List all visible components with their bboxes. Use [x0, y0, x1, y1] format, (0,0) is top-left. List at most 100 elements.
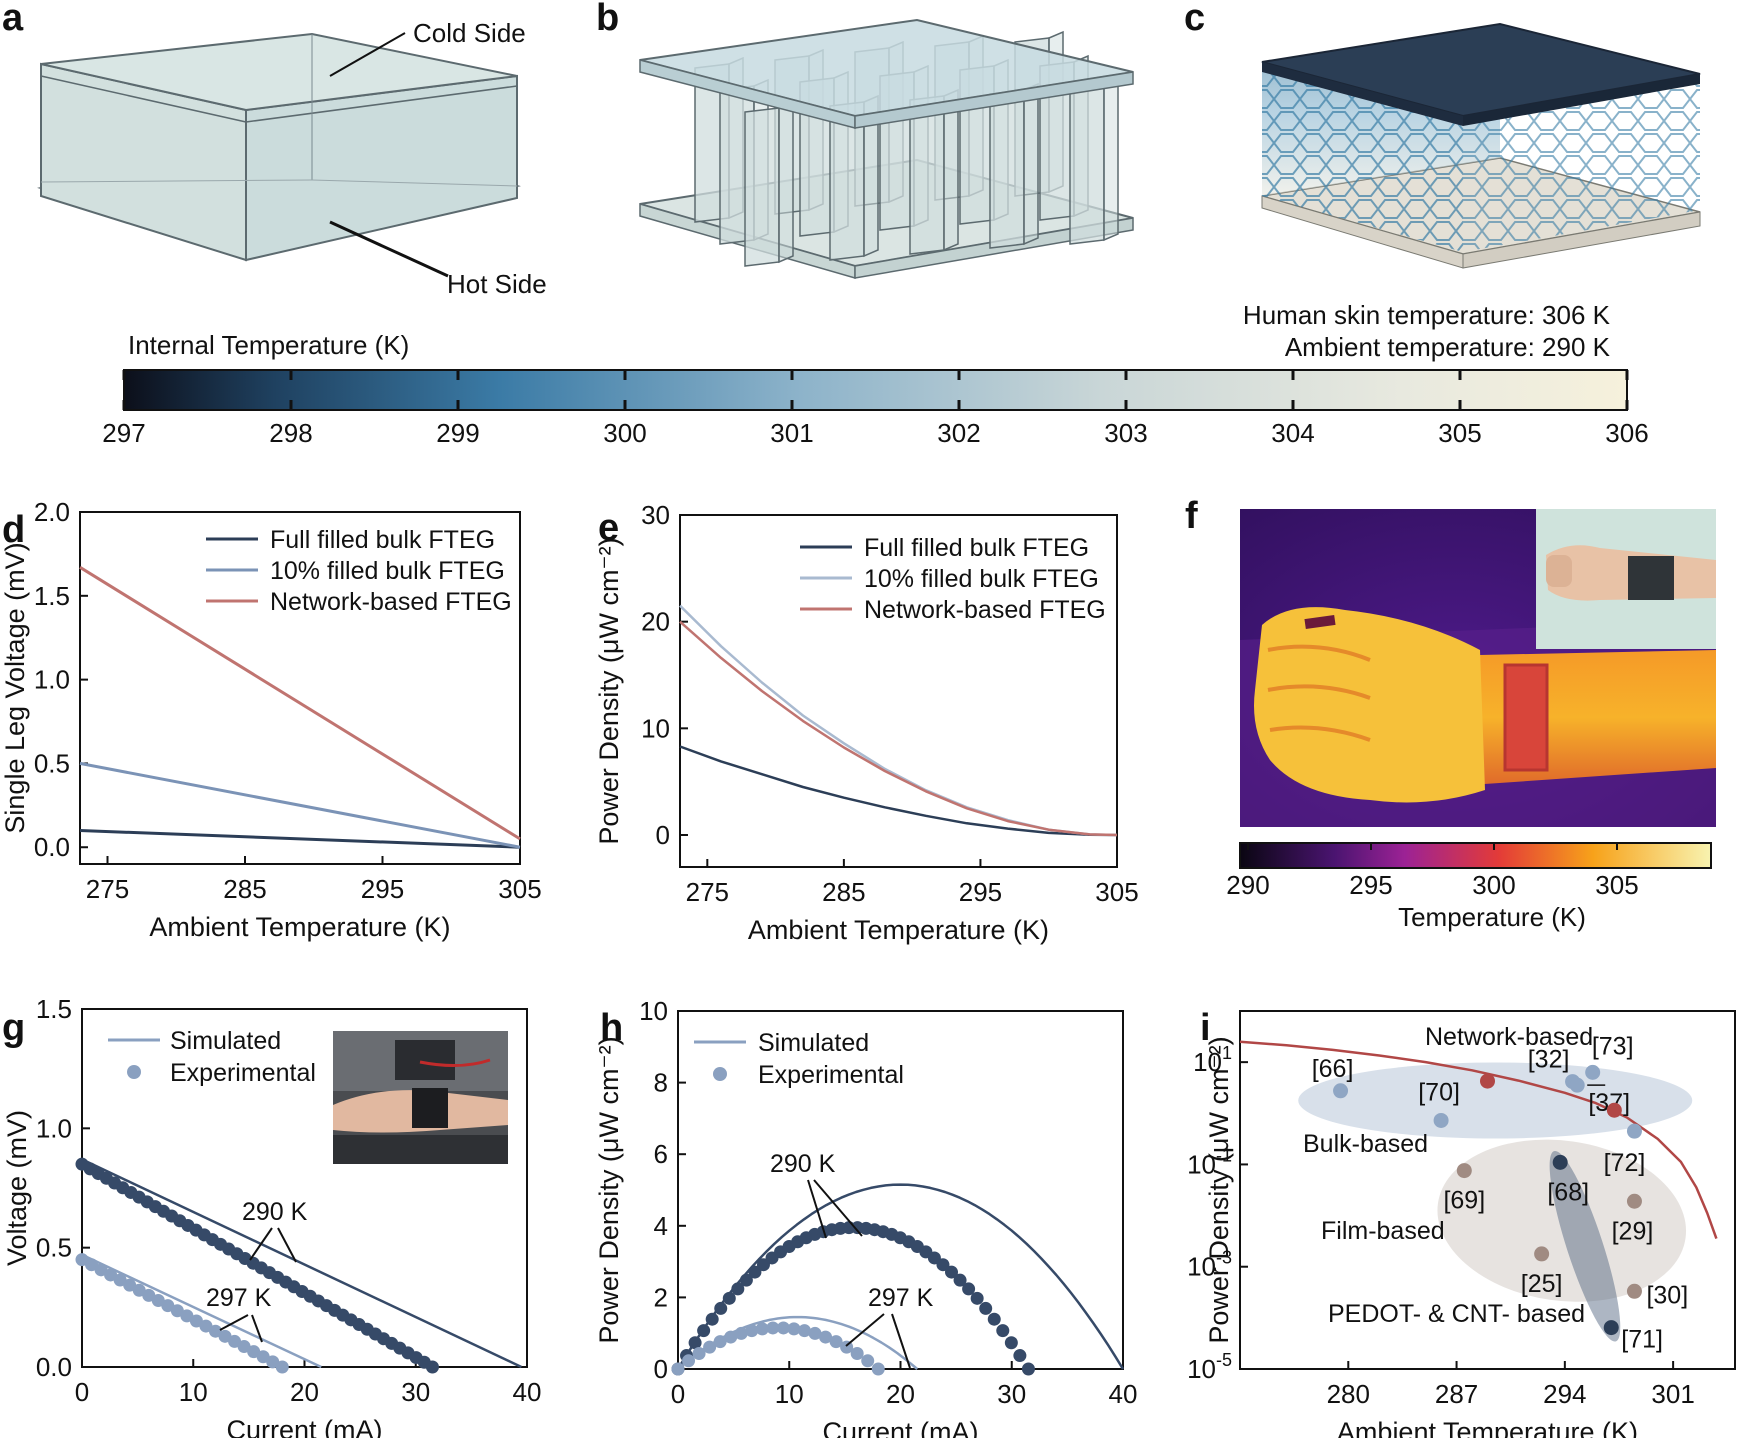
data-point	[1534, 1246, 1550, 1262]
legend-marker	[713, 1067, 727, 1081]
region-label-pedot: PEDOT- & CNT- based	[1328, 1300, 1585, 1328]
data-point	[748, 1265, 762, 1279]
x-tick-label: 275	[86, 874, 129, 904]
hot-side-pointer	[329, 220, 449, 278]
y-tick-label: 30	[641, 500, 670, 530]
data-point	[218, 1329, 232, 1343]
y-axis-label: Power Density (μW cm⁻²)	[594, 537, 624, 844]
x-tick-label: 285	[822, 877, 865, 907]
data-point	[703, 1340, 717, 1354]
series-line	[79, 761, 521, 849]
data-point	[199, 1319, 213, 1333]
annotation-pointer	[219, 1314, 249, 1331]
data-point	[161, 1299, 175, 1313]
y-tick-label: 0	[656, 820, 670, 850]
data-point	[85, 1258, 99, 1272]
data-point	[256, 1350, 270, 1364]
x-axis-label: Current (mA)	[226, 1415, 382, 1438]
region-bulk	[1298, 1062, 1693, 1139]
y-axis-label: Power Density (μW cm⁻²)	[1204, 1036, 1234, 1343]
x-tick-label: 294	[1543, 1379, 1586, 1409]
data-point	[1626, 1283, 1642, 1299]
y-axis-label: Voltage (mV)	[2, 1110, 32, 1266]
data-point	[170, 1304, 184, 1318]
data-point	[237, 1340, 251, 1354]
colorbar-tick-label: 304	[1271, 418, 1314, 448]
data-point	[1626, 1193, 1642, 1209]
panel-c: c	[1184, 0, 1701, 269]
point-ref-label: [73]	[1592, 1032, 1634, 1060]
data-point	[1626, 1123, 1642, 1139]
data-point	[936, 1258, 950, 1272]
data-point	[104, 1268, 118, 1282]
point-ref-label: [66]	[1312, 1055, 1354, 1083]
series-line	[679, 604, 1118, 837]
thermal-tick-label: 290	[1226, 870, 1269, 900]
legend-label: Network-based FTEG	[270, 588, 512, 616]
x-tick-label: 305	[1095, 877, 1138, 907]
data-point	[829, 1335, 843, 1349]
panel-label: e	[598, 507, 619, 549]
thermal-tick-label: 300	[1472, 870, 1515, 900]
legend-label: 10% filled bulk FTEG	[864, 565, 1099, 593]
x-tick-label: 287	[1435, 1379, 1478, 1409]
data-point	[962, 1282, 976, 1296]
data-point	[1333, 1083, 1349, 1099]
x-tick-label: 10	[179, 1377, 208, 1407]
data-point	[808, 1326, 822, 1340]
data-point	[850, 1346, 864, 1360]
x-tick-label: 280	[1327, 1379, 1370, 1409]
pillar-side	[1023, 82, 1039, 246]
y-tick-label: 8	[654, 1068, 668, 1098]
data-point	[1480, 1073, 1495, 1089]
region-label-network: Network-based	[1425, 1023, 1593, 1051]
pillar	[1069, 85, 1105, 245]
data-point	[714, 1301, 728, 1315]
data-point	[180, 1309, 194, 1323]
legend-label: Network-based FTEG	[864, 596, 1106, 624]
point-ref-label: [69]	[1443, 1187, 1485, 1215]
colorbar-tick-label: 305	[1438, 418, 1481, 448]
data-point	[776, 1321, 790, 1335]
region-pedot-cnt	[1549, 1150, 1621, 1342]
panel-b: b	[596, 0, 1134, 279]
data-point	[970, 1291, 984, 1305]
thermal-image	[1240, 509, 1716, 827]
x-tick-label: 295	[361, 874, 404, 904]
x-tick-label: 40	[513, 1377, 542, 1407]
x-tick-label: 0	[75, 1377, 89, 1407]
skin-temperature-note: Human skin temperature: 306 K	[1243, 300, 1611, 330]
panel-c-label: c	[1184, 0, 1205, 39]
data-point	[189, 1314, 203, 1328]
data-point	[671, 1362, 685, 1376]
plot-frame	[1239, 1010, 1736, 1370]
ambient-temperature-note: Ambient temperature: 290 K	[1285, 332, 1611, 362]
data-point	[209, 1324, 222, 1338]
data-point	[739, 1273, 753, 1287]
annotation-pointer	[277, 1227, 297, 1263]
panel-f-label: f	[1185, 495, 1198, 537]
colorbar-tick-label: 302	[937, 418, 980, 448]
y-axis-label: Single Leg Voltage (mV)	[0, 542, 30, 833]
data-point	[1004, 1336, 1018, 1350]
data-point	[697, 1324, 711, 1338]
y-tick-label: 10-3	[1187, 1248, 1232, 1282]
x-axis-label: Ambient Temperature (K)	[1337, 1417, 1638, 1438]
data-point	[228, 1334, 242, 1348]
panel-label: g	[2, 1007, 25, 1049]
point-ref-label: [68]	[1547, 1178, 1589, 1206]
annotation-290k: 290 K	[242, 1198, 308, 1226]
annotation-297k: 297 K	[868, 1284, 934, 1312]
annotation-pointer	[845, 1313, 885, 1347]
data-point	[1433, 1112, 1449, 1128]
data-point	[266, 1355, 280, 1369]
panel-b-label: b	[596, 0, 619, 39]
data-point	[705, 1312, 719, 1326]
colorbar-tick-label: 300	[603, 418, 646, 448]
x-tick-label: 10	[775, 1379, 804, 1409]
y-tick-label: 0.5	[34, 748, 70, 778]
legend-label: Experimental	[758, 1061, 904, 1089]
y-tick-label: 4	[654, 1211, 668, 1241]
data-point	[247, 1345, 261, 1359]
